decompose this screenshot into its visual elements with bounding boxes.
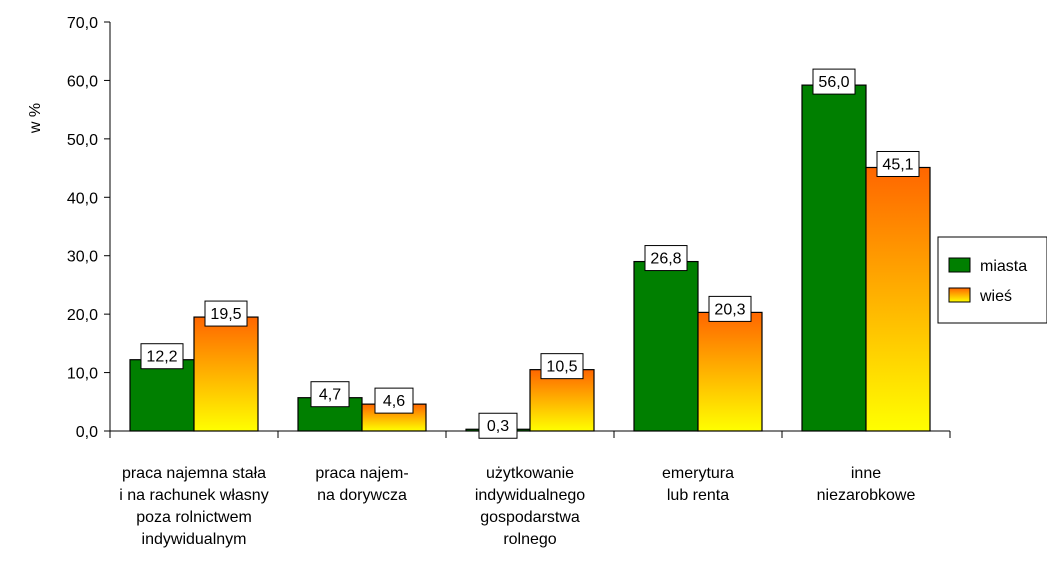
category-label: użytkowanie	[486, 465, 574, 482]
data-label-box	[644, 245, 688, 272]
category-label: na dorywcza	[317, 487, 407, 504]
category-label: gospodarstwa	[480, 509, 580, 526]
data-label: 45,1	[882, 156, 913, 173]
data-label-box	[310, 381, 350, 408]
data-label: 56,0	[818, 74, 849, 91]
data-label: 4,6	[383, 393, 405, 410]
y-tick-label: 50,0	[67, 132, 98, 149]
data-label-box	[812, 68, 856, 95]
category-labels: praca najemna stała i na rachunek własny p…	[119, 465, 915, 548]
data-label-box	[204, 300, 248, 327]
legend-swatch-miasta	[948, 257, 971, 273]
legend-frame	[937, 236, 1047, 324]
bar-wies	[697, 311, 763, 432]
y-tick-label: 30,0	[67, 249, 98, 266]
category-label: poza rolnictwem	[136, 509, 252, 526]
bar-miasta	[801, 84, 867, 432]
category-label: rolnego	[503, 531, 556, 548]
bar-miasta	[129, 359, 195, 432]
data-label-box	[876, 150, 920, 177]
bar-miasta	[633, 260, 699, 432]
data-label: 0,3	[487, 418, 509, 435]
category-label: lub renta	[667, 487, 729, 504]
data-label: 10,5	[546, 359, 577, 376]
y-tick-label: 10,0	[67, 366, 98, 383]
category-label: indywidualnego	[475, 487, 585, 504]
category-label: indywidualnym	[142, 531, 247, 548]
legend-label-wies: wieś	[979, 288, 1012, 305]
data-label-box	[140, 343, 184, 370]
data-label-box	[708, 295, 752, 322]
category-label: praca najemna stała	[122, 465, 266, 482]
y-tick-label: 70,0	[67, 15, 98, 32]
category-label: emerytura	[662, 465, 734, 482]
y-axis-title: w %	[27, 103, 44, 134]
y-tick-label: 60,0	[67, 73, 98, 90]
category-label: inne	[851, 465, 881, 482]
data-labels: 12,2 4,7 0,3 26,8 56,0 19,5 4,6 10,5 20,3 45,1	[140, 68, 920, 439]
data-label: 12,2	[146, 349, 177, 366]
data-label-box	[478, 412, 518, 439]
bar-wies	[529, 369, 595, 432]
data-label-box	[540, 353, 584, 380]
category-label: praca najem-	[315, 465, 408, 482]
legend: miasta wieś	[937, 236, 1047, 324]
data-label: 20,3	[714, 301, 745, 318]
data-label-box	[374, 387, 414, 414]
bar-wies	[193, 316, 259, 432]
data-label: 19,5	[210, 306, 241, 323]
category-label: i na rachunek własny	[119, 487, 268, 504]
y-tick-label: 0,0	[76, 424, 98, 441]
bar-wies	[865, 166, 931, 432]
legend-swatch-wies	[948, 287, 971, 303]
y-tick-label: 20,0	[67, 307, 98, 324]
y-tick-label: 40,0	[67, 190, 98, 207]
bars	[129, 84, 931, 432]
data-label: 4,7	[319, 387, 341, 404]
category-label: niezarobkowe	[817, 487, 916, 504]
data-label: 26,8	[650, 251, 681, 268]
legend-label-miasta: miasta	[980, 258, 1027, 275]
